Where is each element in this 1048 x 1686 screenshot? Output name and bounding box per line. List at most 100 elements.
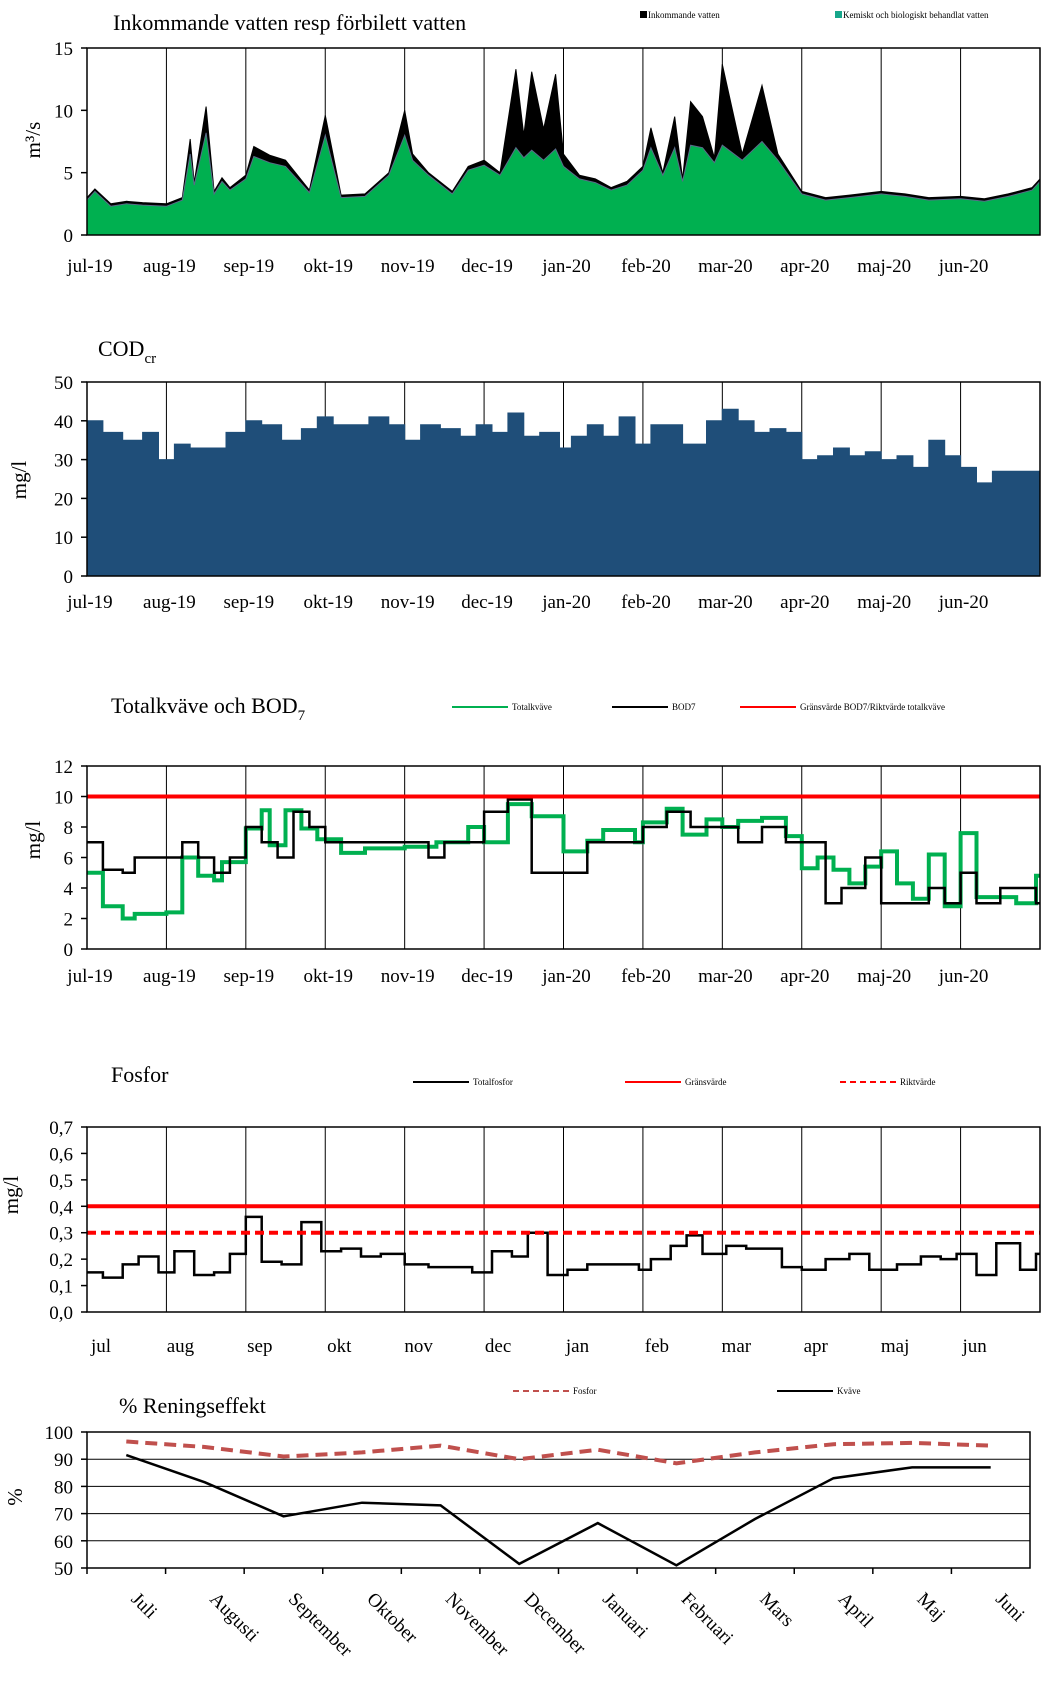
y-tick-label: 0,4	[49, 1197, 73, 1218]
y-tick-label: 90	[54, 1450, 73, 1471]
chart-rening: % Reningseffekt% 50 60 70 80 90 100 Juli Augusti…	[3, 1386, 1031, 1662]
x-tick-label: apr-20	[780, 592, 829, 613]
y-tick-label: 10	[54, 528, 73, 549]
y-tick-label: 70	[54, 1505, 73, 1526]
x-tick-label: Februari	[677, 1589, 737, 1649]
y-tick-label: 8	[64, 818, 74, 839]
area-series-0	[86, 408, 1041, 577]
x-tick-label: November	[441, 1589, 513, 1661]
y-tick-label: 2	[64, 910, 74, 931]
area-series-1	[86, 132, 1041, 236]
line-series-0	[87, 1215, 1040, 1279]
plot-frame	[86, 47, 1041, 236]
legend-label: Fosfor	[573, 1386, 597, 1396]
x-tick-label: sep-19	[224, 966, 275, 987]
chart-cod: CODcr mg/l 0 10 20 30 40 50 jul-19 aug-19 sep-19 ok…	[7, 336, 1041, 613]
legend-label: Riktvärde	[900, 1077, 936, 1087]
x-tick-label: jan-20	[541, 256, 591, 277]
x-tick-label: Juni	[991, 1589, 1028, 1626]
y-tick-label: 0,7	[49, 1118, 73, 1139]
y-tick-label: 60	[54, 1532, 73, 1553]
y-axis-label: mg/l	[21, 821, 45, 860]
legend-label: Inkommande vatten	[648, 10, 720, 20]
x-tick-label: aug-19	[143, 966, 196, 987]
x-tick-label: jul-19	[66, 966, 112, 987]
y-tick-label: 50	[54, 373, 73, 394]
chart-n_bod: Totalkväve och BOD7 mg/l 0 2 4 6 8 10 12 jul-19 au…	[21, 693, 1041, 987]
y-tick-label: 0,1	[49, 1277, 73, 1298]
legend-label: Gränsvärde	[685, 1077, 726, 1087]
x-tick-label: jun-20	[938, 256, 989, 277]
x-tick-label: jun-20	[938, 592, 989, 613]
x-tick-label: dec	[485, 1336, 511, 1357]
x-tick-label: dec-19	[461, 592, 513, 613]
y-tick-label: 0,2	[49, 1250, 73, 1271]
x-tick-label: Maj	[913, 1589, 949, 1625]
x-tick-label: jan-20	[541, 592, 591, 613]
x-tick-label: mar-20	[698, 966, 753, 987]
x-tick-label: okt-19	[303, 592, 353, 613]
x-tick-label: apr-20	[780, 966, 829, 987]
x-tick-label: okt-19	[303, 966, 353, 987]
x-tick-label: nov-19	[381, 592, 435, 613]
y-tick-label: 6	[64, 849, 74, 870]
plot-frame	[86, 1431, 1031, 1569]
x-tick-label: feb-20	[621, 966, 671, 987]
y-tick-label: 30	[54, 451, 73, 472]
y-tick-label: 12	[54, 757, 73, 778]
y-tick-label: 4	[64, 879, 74, 900]
x-tick-label: okt	[327, 1336, 352, 1357]
x-tick-label: December	[520, 1589, 591, 1660]
x-tick-label: jan	[565, 1336, 590, 1357]
x-tick-label: aug-19	[143, 256, 196, 277]
y-tick-label: 0,3	[49, 1224, 73, 1245]
x-tick-label: maj	[881, 1336, 910, 1357]
legend-label: Kväve	[837, 1386, 861, 1396]
chart-fosfor: Fosfor mg/l 0,0 0,1 0,2 0,3 0,4 0,5 0,6 0,7 jul aug…	[0, 1062, 1041, 1357]
x-tick-label: nov-19	[381, 966, 435, 987]
chart-title: % Reningseffekt	[119, 1393, 266, 1418]
x-tick-label: nov	[404, 1336, 433, 1357]
y-tick-label: 0	[64, 226, 74, 247]
legend-label: Totalkväve	[512, 702, 552, 712]
x-tick-label: sep-19	[224, 256, 275, 277]
y-tick-label: 20	[54, 489, 73, 510]
y-axis-label: mg/l	[7, 461, 31, 500]
y-tick-label: 0	[64, 567, 74, 588]
legend-swatch	[640, 11, 647, 18]
x-tick-label: jun	[961, 1336, 987, 1357]
line-series-1	[125, 1453, 991, 1567]
line-series-1	[87, 798, 1040, 905]
x-tick-label: aug-19	[143, 592, 196, 613]
x-tick-label: September	[284, 1589, 357, 1662]
x-tick-label: okt-19	[303, 256, 353, 277]
x-tick-label: Oktober	[363, 1589, 422, 1648]
y-tick-label: 0,5	[49, 1171, 73, 1192]
chart-title: Totalkväve och BOD7	[111, 693, 306, 724]
chart-title: CODcr	[98, 336, 156, 367]
x-tick-label: feb	[645, 1336, 669, 1357]
y-tick-label: 0	[64, 940, 74, 961]
y-tick-label: 0,6	[49, 1144, 73, 1165]
x-tick-label: maj-20	[857, 592, 911, 613]
y-tick-label: 10	[54, 101, 73, 122]
chart-title: Inkommande vatten resp förbilett vatten	[113, 10, 466, 35]
x-tick-label: Augusti	[205, 1589, 262, 1646]
line-series-0	[126, 1439, 991, 1466]
plot-frame	[86, 1126, 1041, 1313]
x-tick-label: mar-20	[698, 256, 753, 277]
y-tick-label: 100	[45, 1423, 74, 1444]
y-axis-label: m³/s	[21, 122, 45, 159]
legend-label: Gränsvärde BOD7/Riktvärde totalkväve	[800, 702, 945, 712]
y-tick-label: 40	[54, 412, 73, 433]
x-tick-label: jun-20	[938, 966, 989, 987]
legend-swatch	[835, 11, 842, 18]
x-tick-label: dec-19	[461, 966, 513, 987]
x-tick-label: apr-20	[780, 256, 829, 277]
x-tick-label: Juli	[127, 1589, 161, 1623]
chart-flow: Inkommande vatten resp förbilett vatten m…	[21, 10, 1041, 277]
x-tick-label: sep	[247, 1336, 272, 1357]
x-tick-label: jul	[90, 1336, 111, 1357]
x-tick-label: feb-20	[621, 592, 671, 613]
